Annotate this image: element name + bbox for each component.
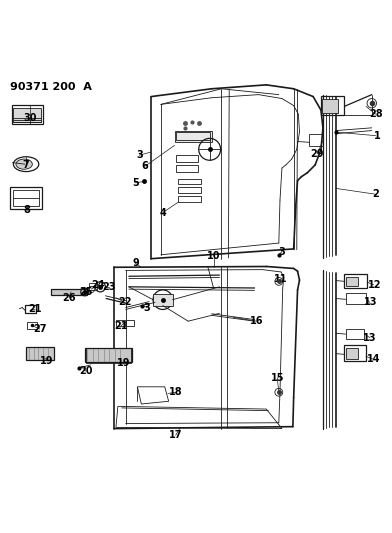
Text: 1: 1	[374, 131, 381, 141]
Text: 19: 19	[117, 358, 131, 368]
Text: 6: 6	[142, 161, 149, 171]
Bar	[176, 132, 210, 140]
Bar	[176, 155, 198, 162]
Text: 13: 13	[364, 297, 378, 308]
Bar	[12, 105, 43, 124]
Text: 23: 23	[103, 282, 116, 292]
Text: 3: 3	[279, 247, 285, 257]
Bar	[25, 305, 36, 312]
Bar	[174, 131, 212, 141]
Bar	[26, 348, 54, 360]
Text: 24: 24	[91, 280, 104, 290]
Bar	[178, 187, 201, 193]
Text: 19: 19	[40, 356, 54, 366]
Text: 22: 22	[118, 297, 132, 308]
Text: 14: 14	[367, 354, 381, 365]
Bar	[11, 187, 42, 209]
Bar	[89, 283, 97, 290]
Text: 3: 3	[136, 150, 143, 160]
Bar	[178, 179, 201, 184]
Bar	[13, 108, 41, 123]
Text: 4: 4	[160, 207, 166, 217]
Text: 27: 27	[33, 324, 47, 334]
Text: 17: 17	[169, 430, 182, 440]
Bar	[345, 274, 367, 288]
Text: 21: 21	[114, 321, 128, 331]
Text: 10: 10	[207, 251, 220, 261]
Bar	[86, 348, 131, 364]
Bar	[153, 294, 172, 305]
Text: 21: 21	[28, 304, 42, 314]
Bar	[51, 289, 87, 295]
Bar	[13, 190, 38, 206]
Text: 18: 18	[169, 387, 183, 397]
Text: 7: 7	[23, 160, 29, 170]
Bar	[85, 348, 132, 362]
Text: 30: 30	[23, 113, 37, 123]
Bar	[178, 196, 201, 202]
Bar	[126, 320, 134, 326]
Text: 28: 28	[369, 109, 383, 119]
Bar	[346, 329, 364, 339]
Text: 25: 25	[79, 287, 93, 297]
Bar	[27, 322, 37, 329]
Text: 8: 8	[24, 205, 31, 215]
Bar	[309, 134, 323, 146]
Bar	[346, 293, 366, 304]
Bar	[346, 277, 358, 286]
Text: 26: 26	[62, 293, 76, 303]
Bar	[345, 345, 366, 361]
Bar	[176, 165, 198, 172]
Text: 11: 11	[274, 274, 288, 284]
Bar	[322, 99, 338, 114]
Bar	[347, 348, 358, 359]
Text: 15: 15	[270, 373, 284, 383]
Text: 20: 20	[79, 366, 93, 376]
Text: 29: 29	[310, 149, 324, 159]
Bar	[116, 320, 125, 326]
Text: 2: 2	[372, 189, 379, 199]
Bar	[321, 96, 345, 115]
Text: 13: 13	[363, 333, 377, 343]
Text: 3: 3	[144, 303, 151, 312]
Text: 9: 9	[132, 259, 139, 269]
Ellipse shape	[16, 159, 32, 169]
Text: 5: 5	[132, 178, 139, 188]
Text: 16: 16	[250, 316, 263, 326]
Text: 90371 200  A: 90371 200 A	[11, 82, 93, 92]
Text: 12: 12	[368, 280, 382, 290]
